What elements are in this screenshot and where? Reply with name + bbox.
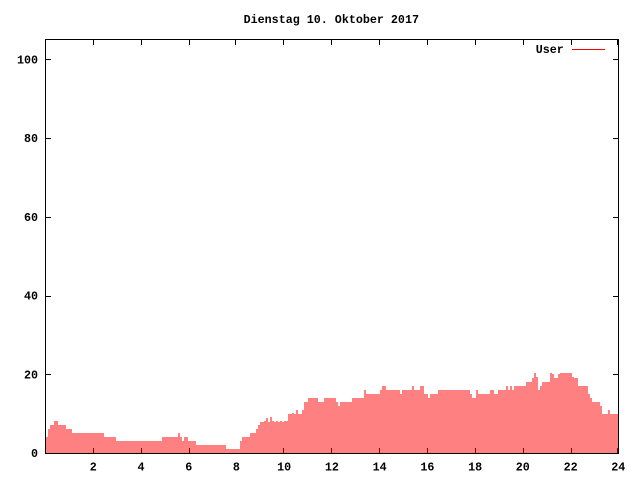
svg-text:8: 8 (233, 461, 240, 475)
svg-text:80: 80 (24, 132, 38, 146)
svg-text:0: 0 (31, 447, 38, 461)
svg-text:60: 60 (24, 211, 38, 225)
svg-text:16: 16 (420, 461, 434, 475)
svg-text:4: 4 (137, 461, 144, 475)
svg-text:20: 20 (516, 461, 530, 475)
svg-text:24: 24 (611, 461, 625, 475)
svg-text:22: 22 (564, 461, 578, 475)
svg-text:18: 18 (468, 461, 482, 475)
svg-text:10: 10 (277, 461, 291, 475)
svg-text:12: 12 (325, 461, 339, 475)
svg-text:100: 100 (17, 54, 38, 68)
svg-text:20: 20 (24, 368, 38, 382)
svg-text:14: 14 (373, 461, 387, 475)
svg-text:40: 40 (24, 290, 38, 304)
svg-text:Dienstag 10. Oktober 2017: Dienstag 10. Oktober 2017 (244, 13, 419, 27)
svg-text:6: 6 (185, 461, 192, 475)
svg-text:User: User (536, 43, 564, 57)
svg-text:2: 2 (90, 461, 97, 475)
